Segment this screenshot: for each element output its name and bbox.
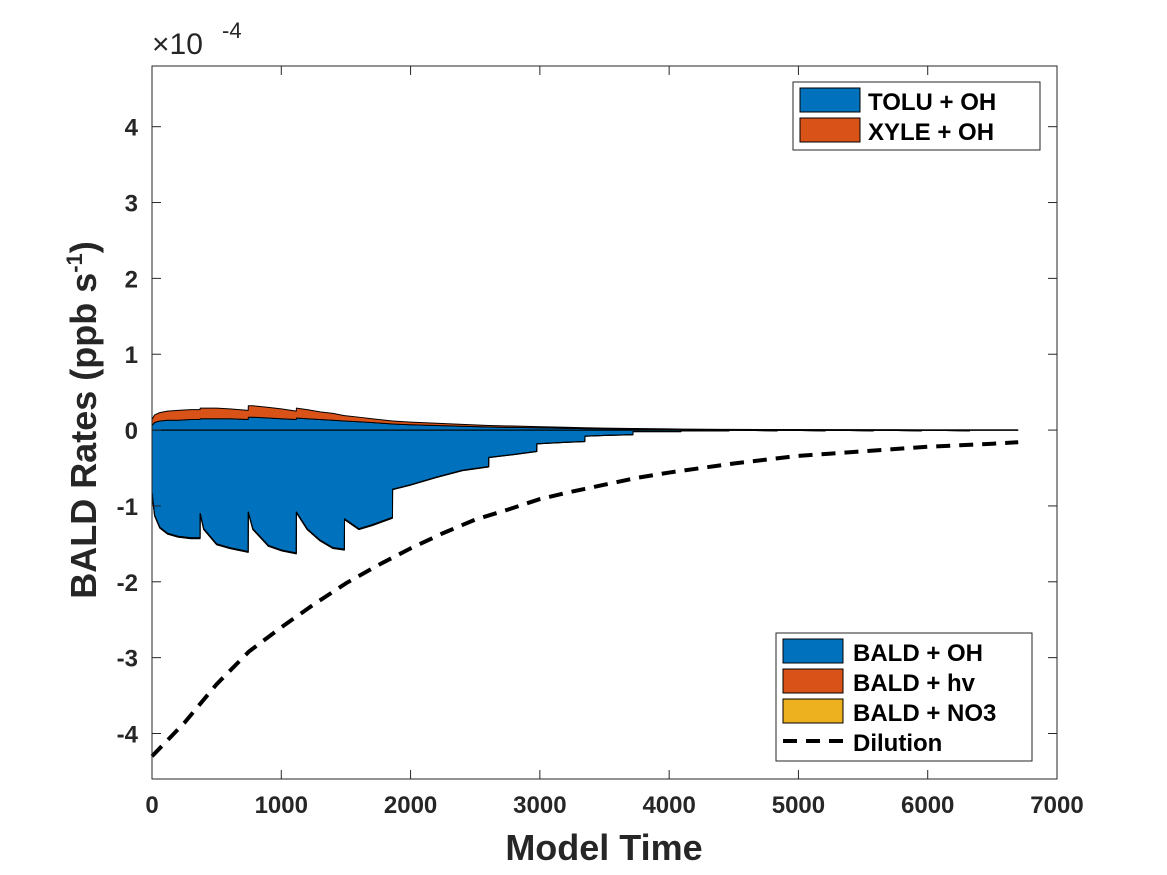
axes-box (151, 65, 1058, 780)
legend-label-xyle-oh: XYLE + OH (868, 119, 994, 146)
y-tick-label: 3 (125, 191, 138, 218)
y-tick-label: -4 (117, 721, 139, 748)
y-tick-label: 4 (125, 115, 139, 142)
y-tick-label: 2 (125, 266, 138, 293)
y-tick-label: 1 (125, 342, 138, 369)
y-tick-label: -1 (117, 494, 138, 521)
y-tick-label: -2 (117, 570, 138, 597)
x-tick-label: 2000 (384, 792, 437, 819)
legend-label-bald-no3: BALD + NO3 (853, 700, 996, 727)
x-tick-label: 0 (145, 792, 158, 819)
y-exponent-base: ×10 (152, 28, 203, 61)
legend-loss: BALD + OH BALD + hv BALD + NO3 Dilution (775, 632, 1033, 762)
dilution-line (150, 440, 1019, 758)
axis-ticks: 0 1000 2000 3000 4000 5000 6000 7000 -4 -3 -2 -1 0 1 2… (117, 66, 1084, 819)
legend-swatch-bald-hv (782, 668, 844, 694)
legend-swatch-bald-oh (782, 638, 844, 664)
y-tick-label: 0 (125, 418, 138, 445)
y-axis-label: BALD Rates (ppb s-1) (62, 241, 104, 599)
svg-text:BALD Rates (ppb s-1): BALD Rates (ppb s-1) (62, 241, 104, 599)
legend-production: TOLU + OH XYLE + OH (792, 81, 1041, 151)
x-tick-label: 1000 (255, 792, 308, 819)
legend-label-tolu-oh: TOLU + OH (868, 89, 996, 116)
y-axis-label-close: ) (63, 241, 104, 253)
y-axis-label-superscript: -1 (62, 253, 87, 273)
legend-label-dilution: Dilution (853, 730, 942, 757)
x-tick-label: 3000 (513, 792, 566, 819)
y-exponent-power: -4 (222, 18, 242, 43)
x-tick-label: 4000 (642, 792, 695, 819)
x-tick-label: 5000 (772, 792, 825, 819)
y-axis-label-main: BALD Rates (ppb s (63, 273, 104, 599)
x-tick-label: 7000 (1030, 792, 1083, 819)
legend-label-bald-oh: BALD + OH (853, 640, 983, 667)
legend-swatch-tolu-oh (799, 87, 861, 113)
x-axis-label: Model Time (505, 827, 702, 868)
legend-swatch-bald-no3 (782, 698, 844, 724)
legend-label-bald-hv: BALD + hv (853, 670, 976, 697)
y-tick-label: -3 (117, 646, 138, 673)
x-tick-label: 6000 (901, 792, 954, 819)
legend-swatch-xyle-oh (799, 117, 861, 143)
